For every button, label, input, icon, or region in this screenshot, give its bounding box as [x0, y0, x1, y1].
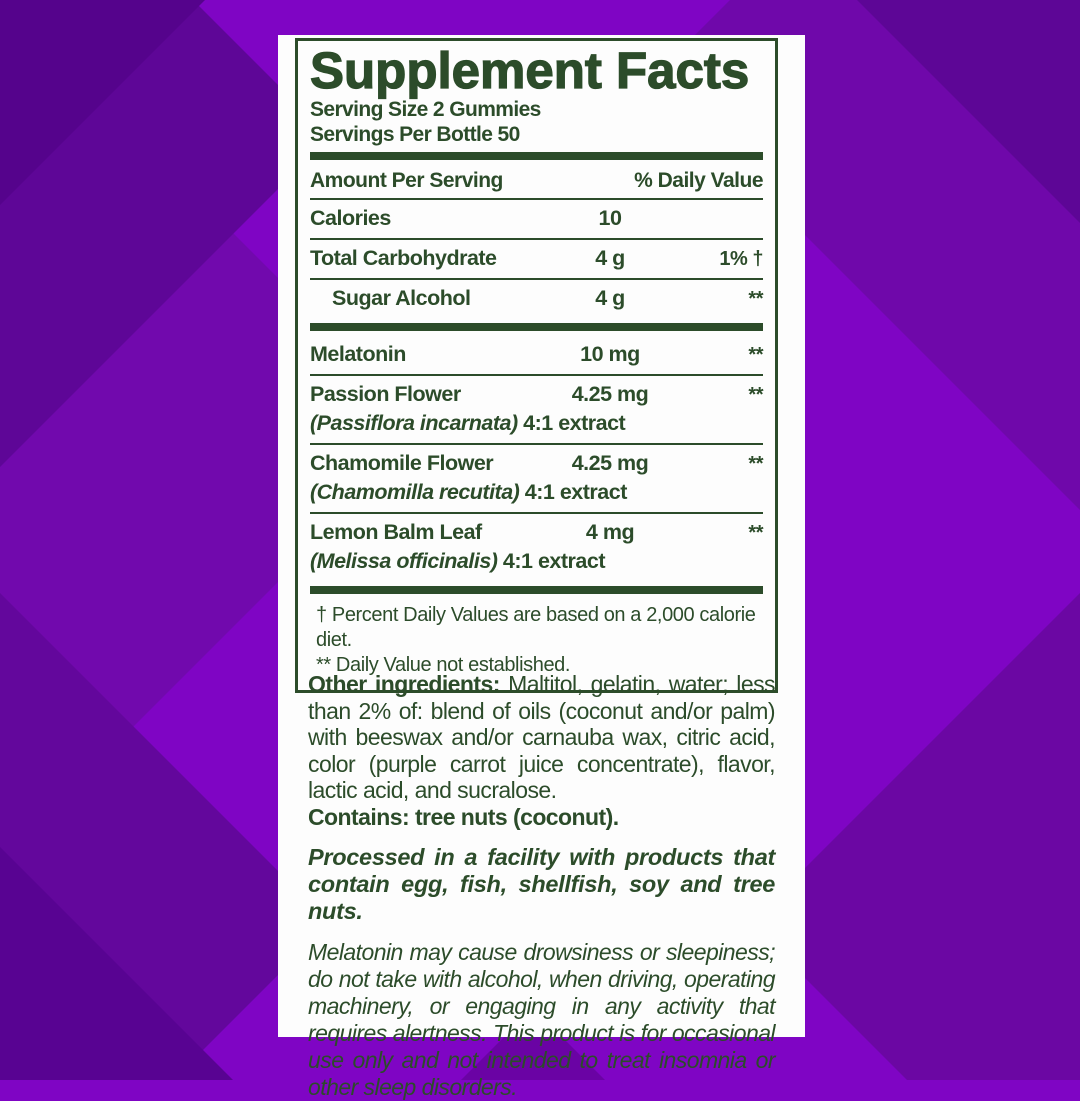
supplement-facts-box: Supplement Facts Serving Size 2 Gummies … — [295, 38, 778, 693]
nutrient-daily-value: ** — [748, 522, 763, 544]
nutrient-latin-subline: (Melissa officinalis) 4:1 extract — [310, 549, 606, 573]
nutrient-amount: 4 g — [595, 286, 625, 310]
divider-thick — [310, 586, 763, 594]
facts-rows: Calories 10 Total Carbohydrate 4 g 1% † Sugar… — [310, 200, 764, 594]
facility-statement: Processed in a facility with products th… — [308, 843, 775, 924]
contains-statement: Contains: tree nuts (coconut). — [308, 803, 619, 830]
nutrient-daily-value: ** — [748, 453, 763, 475]
divider-thick — [310, 152, 763, 160]
supplement-label-panel: Supplement Facts Serving Size 2 Gummies … — [278, 35, 805, 1100]
facts-row: Calories 10 — [310, 200, 763, 238]
nutrient-daily-value: ** — [748, 384, 763, 406]
nutrient-name: Calories — [310, 206, 391, 230]
nutrient-amount: 4 g — [595, 246, 625, 270]
other-ingredients-text: Maltitol, gelatin, water; less than 2% o… — [308, 671, 776, 803]
serving-size: Serving Size 2 Gummies — [310, 98, 541, 121]
other-ingredients: Other ingredients: Maltitol, gelatin, wa… — [308, 671, 776, 804]
lower-paragraphs: Other ingredients: Maltitol, gelatin, wa… — [308, 671, 776, 1101]
other-ingredients-lead: Other ingredients: — [308, 671, 500, 697]
nutrient-amount: 10 mg — [580, 342, 640, 366]
nutrient-name: Melatonin — [310, 342, 406, 366]
nutrient-name: Passion Flower — [310, 382, 461, 406]
melatonin-warning: Melatonin may cause drowsiness or sleepi… — [308, 938, 776, 1100]
nutrient-daily-value: ** — [748, 344, 763, 366]
nutrient-amount: 4 mg — [585, 520, 635, 544]
footnote-asterisks: ** Daily Value not established. — [316, 654, 571, 676]
nutrient-name: Total Carbohydrate — [310, 246, 497, 270]
divider-thin — [310, 238, 763, 240]
nutrient-amount: 4.25 mg — [571, 382, 649, 406]
nutrient-amount: 10 — [598, 206, 622, 230]
divider-thin — [310, 198, 763, 200]
nutrient-name: Lemon Balm Leaf — [310, 520, 482, 544]
nutrient-daily-value: ** — [748, 288, 763, 310]
nutrient-daily-value: 1% † — [719, 248, 763, 270]
supplement-facts-title: Supplement Facts — [309, 42, 750, 99]
nutrient-name: Sugar Alcohol — [332, 286, 471, 310]
footnote-dagger: † Percent Daily Values are based on a 2,… — [316, 604, 756, 651]
nutrient-latin-subline: (Passiflora incarnata) 4:1 extract — [310, 411, 626, 435]
facts-row: Total Carbohydrate 4 g 1% † — [310, 240, 764, 278]
divider-thin — [310, 278, 763, 280]
divider-thin — [310, 374, 763, 376]
percent-daily-value-label: % Daily Value — [634, 169, 763, 192]
footnotes: † Percent Daily Values are based on a 2,… — [310, 599, 763, 680]
servings-per-bottle: Servings Per Bottle 50 — [310, 123, 520, 146]
facts-row: Passion Flower 4.25 mg ** (Passiflora incar… — [310, 376, 764, 443]
facts-row: Melatonin 10 mg ** — [310, 336, 764, 374]
facts-row: Chamomile Flower 4.25 mg ** (Chamomilla rec… — [310, 445, 764, 512]
nutrient-name: Chamomile Flower — [310, 451, 494, 475]
amount-per-serving-label: Amount Per Serving — [310, 169, 503, 192]
facts-row: Sugar Alcohol 4 g ** — [310, 280, 764, 318]
facts-row: Lemon Balm Leaf 4 mg ** (Melissa officinali… — [310, 514, 764, 581]
nutrient-latin-subline: (Chamomilla recutita) 4:1 extract — [310, 480, 627, 504]
divider-thin — [310, 443, 763, 445]
divider-thin — [310, 512, 763, 514]
divider-thick — [310, 323, 763, 331]
facts-header-row: Amount Per Serving % Daily Value — [310, 165, 763, 198]
nutrient-amount: 4.25 mg — [571, 451, 649, 475]
